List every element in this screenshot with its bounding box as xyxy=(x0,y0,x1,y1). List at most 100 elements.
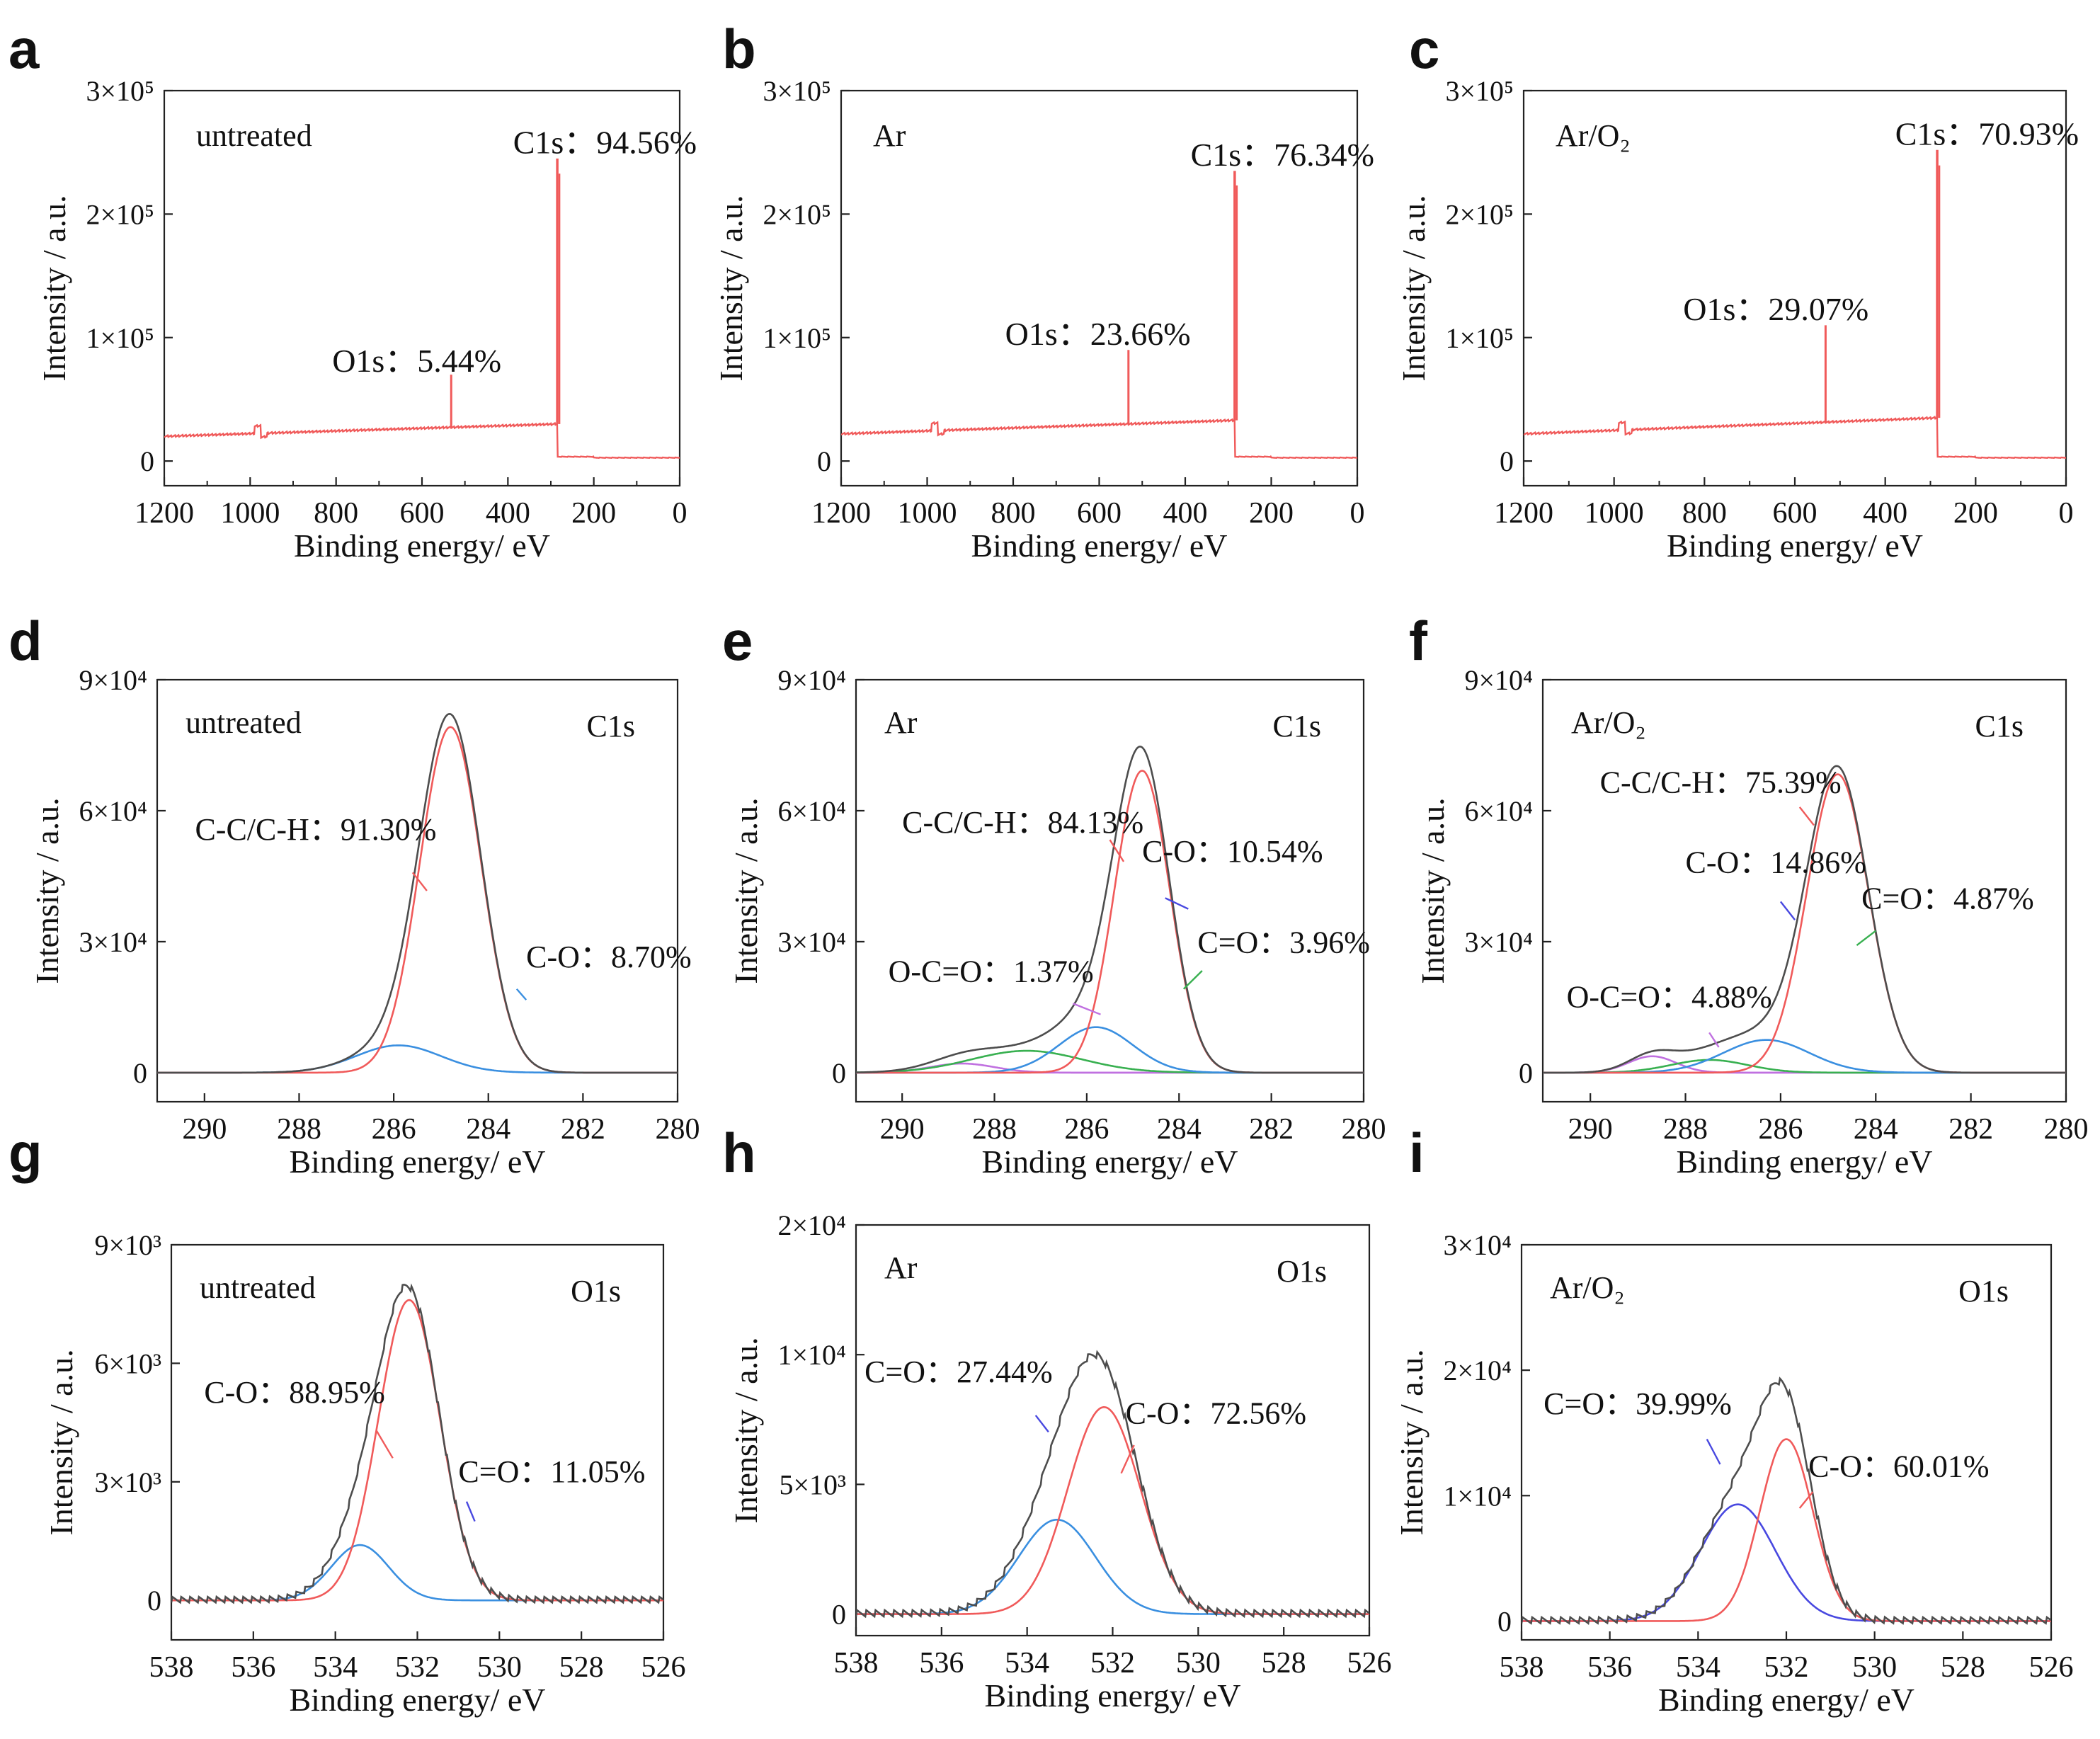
y-axis-title-a: Intensity / a.u. xyxy=(36,195,72,381)
x-axis-title-d: Binding energy/ eV xyxy=(290,1144,546,1180)
y-tick-label-a: 1×10⁵ xyxy=(86,322,154,354)
plot-frame-f xyxy=(1541,678,2067,1103)
survey-line-a xyxy=(164,421,680,460)
panel-letter-c: c xyxy=(1409,18,1439,80)
y-tick-label-f: 9×10⁴ xyxy=(1464,664,1533,696)
peak-annotation-c: O1s：29.07% xyxy=(1683,291,1868,327)
y-tick-label-e: 3×10⁴ xyxy=(777,926,846,958)
peak-annotation-h: C-O：72.56% xyxy=(1126,1396,1306,1431)
x-tick-label-i: 534 xyxy=(1676,1651,1720,1684)
y-tick-label-c: 0 xyxy=(1500,445,1514,477)
series-c-o-g xyxy=(171,1544,663,1602)
x-tick-label-f: 282 xyxy=(1948,1113,1993,1146)
series-envelope-g xyxy=(171,1283,663,1604)
y-axis-title-g: Intensity / a.u. xyxy=(43,1349,79,1535)
y-tick-label-d: 9×10⁴ xyxy=(79,664,147,696)
annotation-pointer-f xyxy=(1779,901,1796,920)
x-tick-label-d: 290 xyxy=(182,1113,227,1146)
annotation-pointer-e xyxy=(1182,970,1203,990)
y-tick-label-f: 0 xyxy=(1519,1057,1533,1089)
peak-annotation-d: C-O：8.70% xyxy=(526,940,691,974)
x-tick-label-a: 1000 xyxy=(220,497,280,530)
panel-letter-h: h xyxy=(722,1122,756,1184)
y-tick-label-f: 6×10⁴ xyxy=(1464,795,1533,827)
peak-annotation-b: O1s：23.66% xyxy=(1005,316,1191,352)
y-axis-title-i: Intensity / a.u. xyxy=(1393,1349,1430,1535)
sample-title-i: Ar/O₂ xyxy=(1550,1270,1625,1305)
x-tick-label-i: 528 xyxy=(1941,1651,1985,1684)
x-tick-label-d: 284 xyxy=(466,1113,510,1146)
x-tick-label-h: 534 xyxy=(1005,1647,1049,1680)
x-tick-label-c: 200 xyxy=(1953,497,1998,530)
x-axis-title-a: Binding energy/ eV xyxy=(294,528,550,564)
series-c-o-d xyxy=(157,1044,678,1074)
annotation-pointer-i xyxy=(1798,1491,1814,1509)
annotation-pointer-h xyxy=(1034,1415,1049,1433)
peak-annotation-e: O-C=O：1.37% xyxy=(889,954,1094,988)
y-tick-label-i: 0 xyxy=(1497,1605,1512,1637)
annotation-pointer-f xyxy=(1798,806,1815,826)
x-tick-label-f: 290 xyxy=(1568,1113,1613,1146)
peak-annotation-g: C-O：88.95% xyxy=(204,1375,384,1410)
panel-letter-a: a xyxy=(8,18,40,80)
y-tick-label-c: 2×10⁵ xyxy=(1445,198,1514,230)
peak-annotation-i: C=O：39.99% xyxy=(1543,1386,1732,1421)
x-tick-label-b: 1000 xyxy=(898,497,957,530)
y-tick-label-g: 3×10³ xyxy=(94,1466,161,1498)
x-tick-label-f: 284 xyxy=(1854,1113,1898,1146)
region-label-i: O1s xyxy=(1958,1274,2009,1308)
series-c-c-c-h-d xyxy=(157,726,678,1074)
panel-letter-e: e xyxy=(722,610,753,672)
x-tick-label-h: 526 xyxy=(1347,1647,1392,1680)
x-tick-label-b: 1200 xyxy=(811,497,871,530)
x-tick-label-e: 282 xyxy=(1249,1113,1294,1146)
y-axis-title-f: Intensity / a.u. xyxy=(1415,797,1451,983)
x-axis-title-h: Binding energy/ eV xyxy=(985,1677,1241,1714)
peak-annotation-f: C-O：14.86% xyxy=(1686,845,1866,879)
x-tick-label-c: 600 xyxy=(1773,497,1817,530)
y-tick-label-f: 3×10⁴ xyxy=(1464,926,1533,958)
x-tick-label-e: 280 xyxy=(1342,1113,1386,1146)
x-axis-title-c: Binding energy/ eV xyxy=(1667,528,1923,564)
y-axis-title-e: Intensity / a.u. xyxy=(728,797,764,983)
x-tick-label-a: 600 xyxy=(400,497,445,530)
panel-letter-b: b xyxy=(722,18,756,80)
x-axis-title-e: Binding energy/ eV xyxy=(982,1144,1238,1180)
y-axis-title-c: Intensity / a.u. xyxy=(1396,195,1432,381)
x-tick-label-h: 530 xyxy=(1176,1647,1221,1680)
series-envelope-h xyxy=(856,1350,1369,1619)
y-tick-label-a: 2×10⁵ xyxy=(86,198,154,230)
y-tick-label-d: 6×10⁴ xyxy=(79,795,147,827)
y-tick-label-b: 1×10⁵ xyxy=(763,322,831,354)
panel-letter-g: g xyxy=(8,1122,42,1184)
series-envelope-f xyxy=(1543,765,2066,1074)
series-c-o-i xyxy=(1522,1503,2051,1622)
peak-annotation-e: C=O：3.96% xyxy=(1197,925,1370,959)
sample-title-e: Ar xyxy=(884,705,918,740)
x-tick-label-a: 1200 xyxy=(135,497,194,530)
x-tick-label-f: 288 xyxy=(1663,1113,1708,1146)
annotation-pointer-f xyxy=(1708,1032,1720,1048)
region-label-d: C1s xyxy=(587,709,635,743)
y-tick-label-g: 9×10³ xyxy=(94,1229,161,1261)
x-tick-label-d: 288 xyxy=(277,1113,321,1146)
x-tick-label-e: 286 xyxy=(1064,1113,1109,1146)
region-label-g: O1s xyxy=(571,1274,621,1308)
plot-frame-d xyxy=(156,678,679,1103)
y-tick-label-h: 1×10⁴ xyxy=(777,1339,846,1371)
y-tick-label-e: 9×10⁴ xyxy=(777,664,846,696)
x-tick-label-a: 800 xyxy=(314,497,358,530)
x-axis-title-g: Binding energy/ eV xyxy=(290,1682,546,1718)
x-tick-label-e: 284 xyxy=(1157,1113,1202,1146)
sample-title-g: untreated xyxy=(200,1270,316,1305)
peak-annotation-a: O1s：5.44% xyxy=(332,343,501,379)
x-tick-label-c: 0 xyxy=(2059,497,2074,530)
panel-letter-d: d xyxy=(8,610,42,672)
x-tick-label-i: 530 xyxy=(1852,1651,1897,1684)
peak-annotation-a: C1s：94.56% xyxy=(513,124,697,160)
y-tick-label-a: 3×10⁵ xyxy=(86,75,154,107)
x-tick-label-a: 0 xyxy=(673,497,687,530)
x-axis-title-i: Binding energy/ eV xyxy=(1658,1682,1914,1718)
x-tick-label-h: 538 xyxy=(834,1647,879,1680)
region-label-h: O1s xyxy=(1277,1254,1327,1289)
